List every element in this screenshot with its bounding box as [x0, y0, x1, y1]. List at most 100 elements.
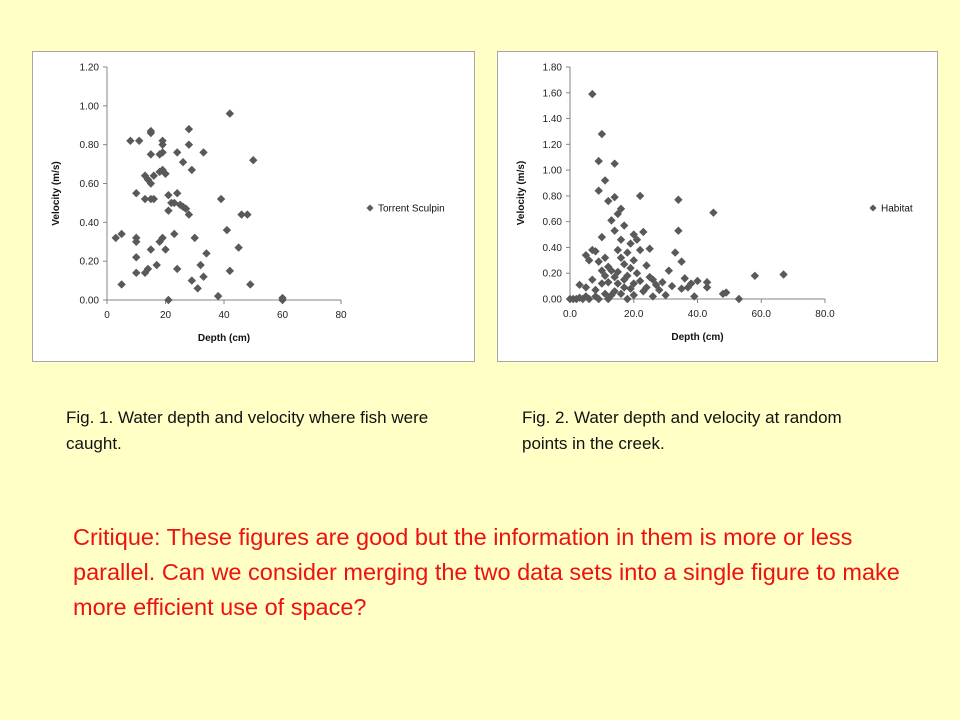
fig2-data-point	[642, 283, 651, 292]
fig2-legend-marker	[869, 204, 877, 212]
fig2-y-tick-label: 1.80	[543, 63, 563, 74]
fig1-data-point	[132, 189, 141, 198]
fig2-data-point	[600, 253, 610, 262]
fig2-data-point	[635, 276, 645, 286]
fig2-data-point	[604, 262, 613, 271]
fig2-data-point	[616, 289, 626, 299]
fig1-data-point	[117, 280, 126, 289]
fig2-data-point	[607, 266, 616, 275]
fig2-data-point	[702, 283, 712, 292]
fig2-data-point	[619, 260, 629, 269]
fig2-data-point	[594, 186, 603, 195]
figure-caption-2: Fig. 2. Water depth and velocity at rand…	[522, 408, 842, 453]
fig1-y-tick-label: 0.40	[80, 218, 100, 229]
fig1-data-point	[199, 272, 208, 281]
fig1-legend-label: Torrent Sculpin	[378, 204, 445, 215]
fig2-data-point	[734, 294, 744, 304]
fig1-x-tick-label: 40	[218, 310, 230, 321]
fig1-data-point	[199, 148, 208, 157]
fig2-data-point	[658, 278, 667, 287]
fig1-data-point	[134, 136, 144, 145]
fig2-y-tick-label: 1.60	[543, 88, 563, 99]
fig2-data-point	[588, 89, 597, 99]
fig2-data-point	[779, 270, 788, 279]
fig1-data-point	[161, 245, 170, 254]
fig1-data-point	[184, 124, 194, 134]
fig1-data-point	[278, 295, 287, 305]
fig2-data-point	[610, 192, 619, 202]
fig2-data-point	[648, 292, 658, 301]
fig2-data-point	[588, 245, 597, 255]
fig2-data-point	[629, 256, 638, 265]
fig2-data-point	[604, 196, 613, 206]
fig2-data-point	[578, 294, 587, 304]
fig2-data-point	[639, 287, 648, 296]
fig2-y-tick-label: 1.40	[543, 114, 563, 125]
fig1-y-tick-label: 0.00	[80, 296, 100, 307]
fig2-data-point	[591, 285, 600, 295]
fig2-data-point	[645, 244, 654, 253]
fig1-x-axis-label: Depth (cm)	[198, 333, 250, 344]
fig1-data-point	[184, 140, 194, 149]
fig1-data-point	[164, 206, 173, 215]
fig1-data-point	[117, 229, 126, 239]
fig2-y-tick-label: 0.20	[543, 269, 563, 280]
fig2-data-point	[600, 271, 610, 280]
fig1-data-point	[175, 200, 185, 210]
fig2-data-point	[686, 279, 696, 288]
fig2-data-point	[702, 278, 712, 287]
fig2-legend-label: Habitat	[881, 204, 913, 215]
fig1-data-point	[187, 165, 197, 175]
fig1-y-tick-label: 0.60	[80, 179, 100, 190]
fig2-y-tick-label: 0.40	[543, 243, 563, 254]
fig2-data-point	[594, 294, 603, 304]
fig2-data-point	[635, 245, 645, 255]
fig2-data-point	[616, 253, 626, 262]
fig2-data-point	[616, 204, 626, 213]
fig1-data-point	[140, 194, 150, 204]
fig2-data-point	[750, 271, 760, 280]
fig2-y-tick-label: 0.00	[543, 295, 563, 306]
fig2-data-point	[721, 288, 731, 297]
fig1-y-tick-label: 0.20	[80, 257, 100, 268]
fig1-data-point	[155, 237, 164, 246]
fig2-data-point	[674, 195, 683, 204]
fig1-data-point	[202, 249, 211, 258]
fig2-data-point	[655, 285, 664, 295]
fig1-data-point	[173, 148, 182, 157]
fig2-data-point	[629, 290, 638, 300]
fig2-data-point	[626, 239, 635, 248]
fig1-data-point	[149, 194, 158, 204]
fig2-data-point	[610, 226, 619, 235]
fig2-data-point	[600, 176, 610, 185]
fig2-x-tick-label: 40.0	[688, 309, 708, 320]
fig2-data-point	[610, 159, 619, 168]
fig2-data-point	[619, 221, 629, 230]
fig1-data-point	[225, 109, 235, 118]
fig2-data-point	[584, 294, 594, 304]
fig2-x-tick-label: 60.0	[752, 309, 772, 320]
fig1-y-tick-label: 1.00	[80, 101, 100, 112]
fig1-data-point	[184, 210, 194, 219]
fig1-data-point	[173, 189, 182, 198]
fig1-data-point	[187, 276, 197, 285]
fig1-data-point	[146, 126, 156, 136]
fig2-data-point	[623, 271, 632, 280]
chart-panel-fig1: 0.00 0.20 0.40 0.60 0.80 1.00 1.20 0 20 40 60 80 Dep…	[32, 51, 475, 362]
fig1-data-point	[149, 171, 158, 180]
fig2-data-point	[718, 289, 728, 299]
fig2-data-point	[632, 269, 642, 278]
fig2-data-point	[709, 208, 718, 217]
fig2-data-point	[607, 216, 616, 225]
fig2-data-point	[623, 248, 632, 257]
fig1-x-tick-label: 0	[104, 310, 110, 321]
fig1-data-point	[216, 194, 226, 204]
fig1-data-point	[164, 295, 173, 305]
fig2-data-point	[613, 245, 623, 255]
fig2-data-point	[581, 283, 591, 292]
fig2-data-point	[604, 294, 613, 304]
fig1-data-point	[213, 291, 223, 301]
fig1-data-point	[158, 233, 167, 243]
fig2-data-point	[677, 284, 686, 293]
fig2-data-point	[670, 248, 680, 257]
